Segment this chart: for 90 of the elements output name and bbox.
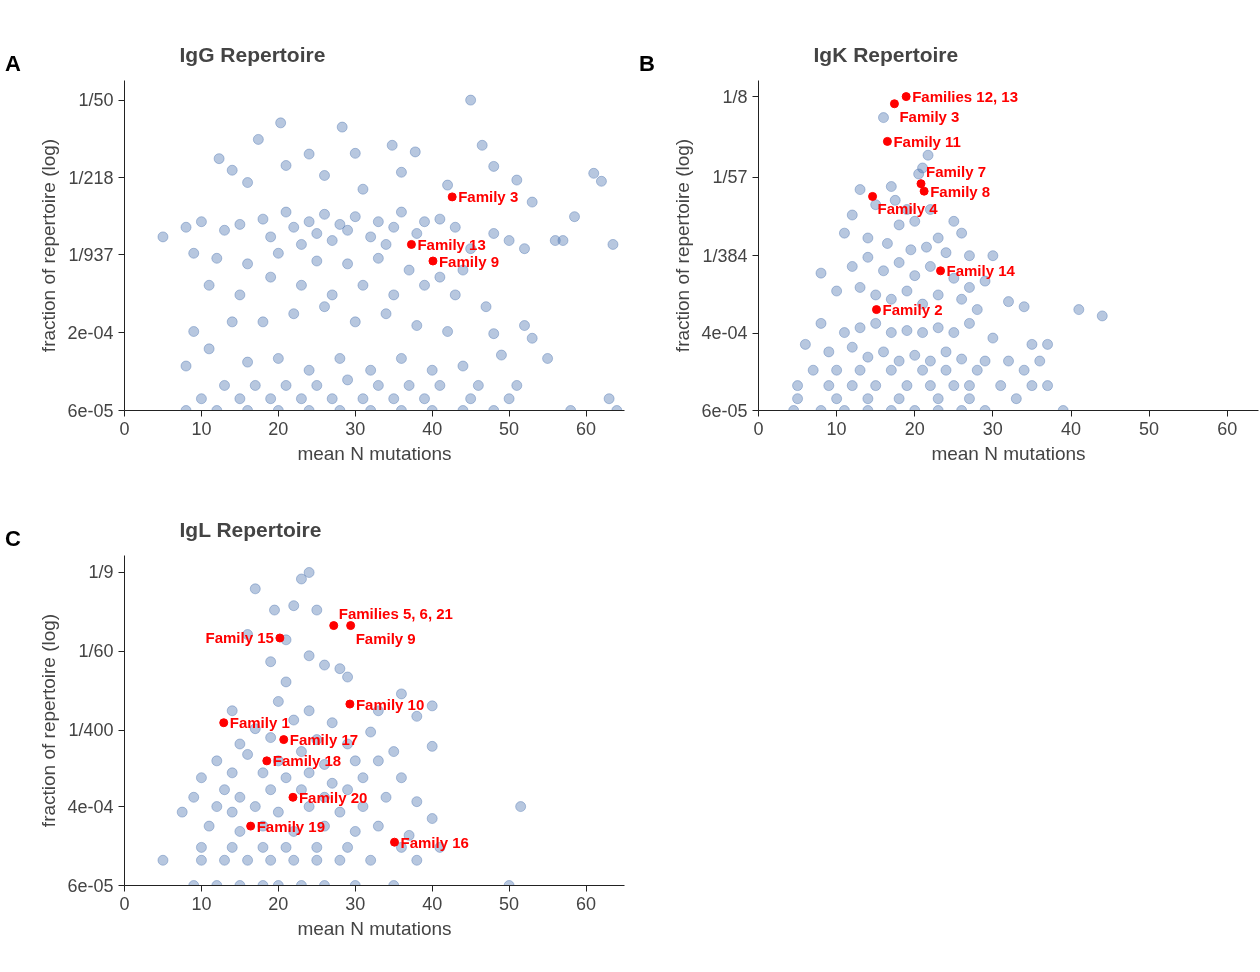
x-tick-label: 40 <box>422 418 443 439</box>
y-tick-label: 1/384 <box>702 245 748 266</box>
point <box>889 99 899 109</box>
y-tick-label: 6e-05 <box>701 400 748 421</box>
x-tick-label: 30 <box>345 893 366 914</box>
annotation: Family 8 <box>930 182 991 200</box>
annotation: Family 11 <box>893 132 961 150</box>
x-tick-label: 40 <box>422 893 443 914</box>
x-tick-label: 10 <box>191 893 212 914</box>
y-axis-title: fraction of repertoire (log) <box>38 613 60 828</box>
annotation: Family 3 <box>899 107 960 125</box>
x-tick-label: 10 <box>826 418 847 439</box>
point <box>919 186 929 196</box>
x-tick-label: 50 <box>499 418 520 439</box>
x-tick-label: 0 <box>119 418 130 439</box>
y-axis-title: fraction of repertoire (log) <box>672 138 694 353</box>
x-tick-label: 60 <box>576 893 597 914</box>
point <box>246 821 256 831</box>
y-axis-title: fraction of repertoire (log) <box>38 138 60 353</box>
text: A <box>5 50 21 78</box>
x-tick-label: 30 <box>345 418 366 439</box>
chart-title: IgL Repertoire <box>179 517 322 541</box>
y-tick-label: 1/57 <box>712 167 748 188</box>
annotation: Family 9 <box>355 629 416 647</box>
y-tick-label: 1/937 <box>68 244 114 265</box>
y-tick-label: 1/218 <box>68 167 114 188</box>
x-tick-label: 50 <box>1139 418 1160 439</box>
annotation: Families 12, 13 <box>912 88 1019 106</box>
x-axis-title: mean N mutations <box>931 442 1086 464</box>
x-axis-title: mean N mutations <box>297 442 452 464</box>
point <box>275 633 285 643</box>
annotation: Family 2 <box>882 301 943 319</box>
point <box>406 239 416 249</box>
point <box>279 735 289 745</box>
text: B <box>639 50 655 78</box>
point <box>288 792 298 802</box>
point <box>916 179 926 189</box>
x-tick-label: 60 <box>1217 418 1238 439</box>
x-tick-label: 20 <box>268 418 289 439</box>
x-tick-label: 30 <box>982 418 1003 439</box>
annotation: Family 15 <box>205 629 274 647</box>
point <box>936 266 946 276</box>
point <box>345 699 355 709</box>
annotation: Family 18 <box>272 752 342 770</box>
x-tick-label: 20 <box>904 418 925 439</box>
point <box>871 305 881 315</box>
y-tick-label: 1/60 <box>78 641 114 662</box>
y-tick-label: 6e-05 <box>67 875 114 896</box>
point <box>329 621 339 631</box>
annotation: Family 4 <box>877 200 939 218</box>
annotation: Family 1 <box>229 714 290 732</box>
y-tick-label: 4e-04 <box>67 796 114 817</box>
x-tick-label: 50 <box>499 893 520 914</box>
y-tick-label: 1/9 <box>88 562 114 583</box>
annotation: Family 14 <box>946 262 1016 280</box>
annotation: Family 7 <box>926 162 987 180</box>
point <box>882 136 892 146</box>
y-tick-label: 4e-04 <box>701 323 748 344</box>
y-tick-label: 2e-04 <box>67 322 114 343</box>
x-axis-title: mean N mutations <box>297 917 452 939</box>
x-tick-label: 40 <box>1060 418 1082 439</box>
point <box>219 718 229 728</box>
chart-title: IgK Repertoire <box>813 42 959 66</box>
annotation: Family 10 <box>355 695 425 713</box>
annotation: Family 13 <box>417 235 486 253</box>
x-tick-label: 20 <box>268 893 289 914</box>
annotation: Family 17 <box>289 731 359 749</box>
point <box>346 621 356 631</box>
text: C <box>5 525 21 553</box>
annotation: Family 20 <box>298 788 368 806</box>
y-tick-label: 1/400 <box>68 720 114 741</box>
annotation: Families 5, 6, 21 <box>338 604 453 622</box>
annotation: Family 16 <box>400 833 469 851</box>
point <box>262 756 272 766</box>
annotation: Family 9 <box>438 252 499 270</box>
x-tick-label: 60 <box>576 418 597 439</box>
point <box>868 191 878 201</box>
point <box>447 192 457 202</box>
point <box>428 256 438 266</box>
x-tick-label: 0 <box>753 418 764 439</box>
point <box>390 837 399 847</box>
y-tick-label: 1/50 <box>78 90 114 111</box>
annotation: Family 19 <box>256 817 326 835</box>
y-tick-label: 1/8 <box>722 86 748 107</box>
x-tick-label: 10 <box>191 418 212 439</box>
chart-title: IgG Repertoire <box>179 42 326 66</box>
y-tick-label: 6e-05 <box>67 400 114 421</box>
annotation: Family 3 <box>458 188 519 206</box>
point <box>901 92 911 102</box>
x-tick-label: 0 <box>119 893 130 914</box>
